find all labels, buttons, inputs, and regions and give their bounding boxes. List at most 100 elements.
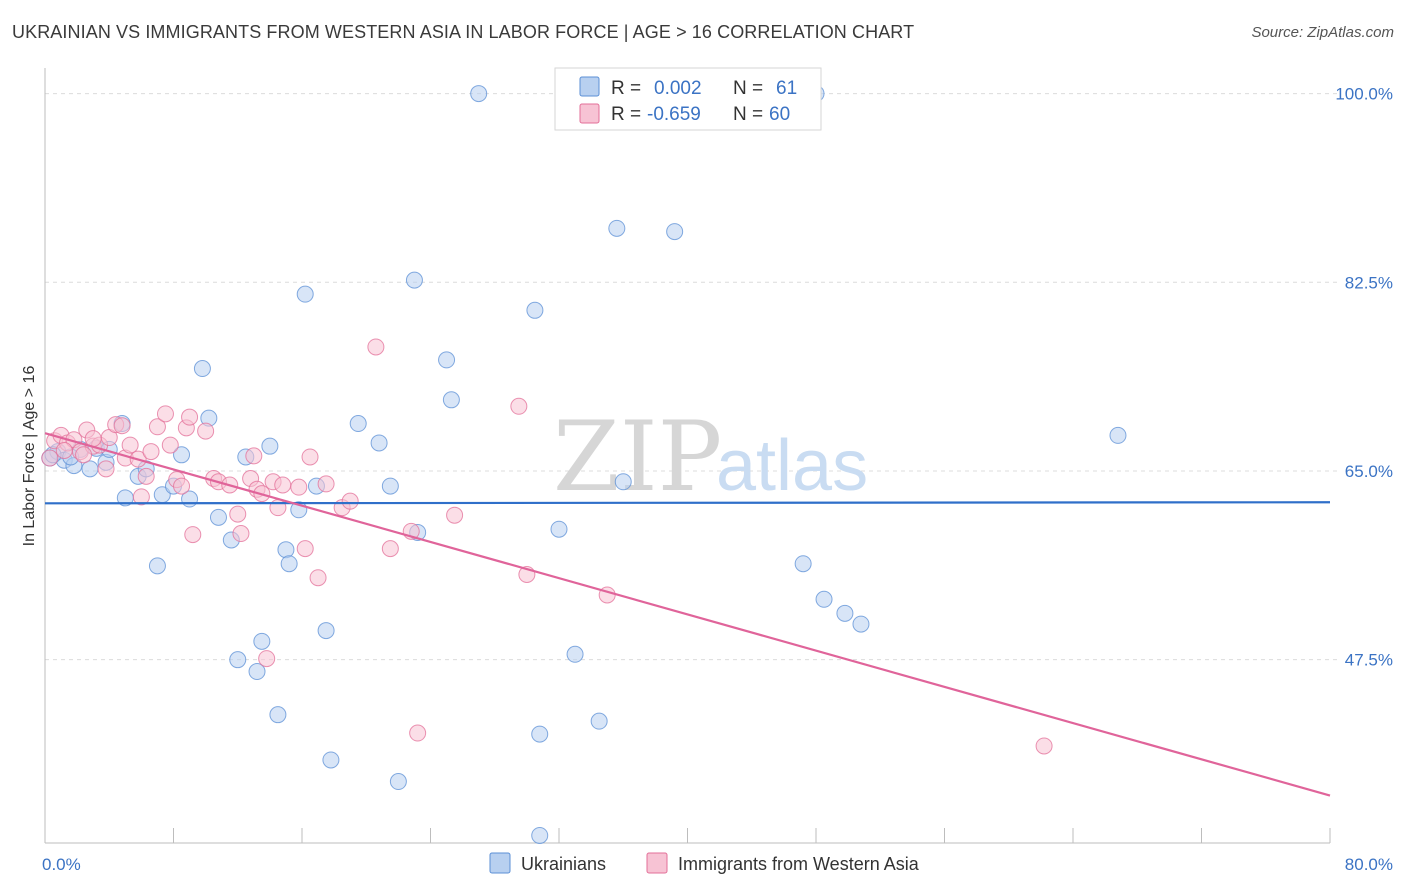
data-point-blue: [1109, 426, 1127, 444]
data-point-pink: [341, 492, 359, 510]
data-point-pink: [113, 417, 131, 435]
data-point-pink: [55, 441, 73, 459]
data-point-blue: [389, 773, 407, 791]
data-point-blue: [794, 555, 812, 573]
data-point-pink: [367, 338, 385, 356]
tick-labels: 100.0% 82.5% 65.0% 47.5% 0.0% 80.0%: [42, 85, 1393, 874]
data-point-pink: [510, 397, 528, 415]
data-point-blue: [349, 415, 367, 433]
legend-r-value-1: 0.002: [654, 78, 702, 99]
series-legend: Ukrainians Immigrants from Western Asia: [489, 852, 920, 874]
data-point-blue: [852, 615, 870, 633]
data-point-blue: [531, 826, 549, 844]
legend-n-label-2: N =: [733, 104, 763, 125]
y-tick-label: 47.5%: [1345, 651, 1393, 670]
data-point-blue: [566, 645, 584, 663]
trend-layer: [44, 432, 1331, 797]
data-point-blue: [590, 712, 608, 730]
data-point-blue: [531, 725, 549, 743]
legend-swatch-pink: [579, 103, 600, 124]
bottom-legend-swatch-blue: [489, 852, 511, 874]
watermark: ZIP atlas: [553, 401, 868, 513]
data-point-blue: [269, 706, 287, 724]
y-axis-title: In Labor Force | Age > 16: [21, 366, 38, 547]
data-point-pink: [181, 408, 199, 426]
data-point-pink: [132, 488, 150, 506]
data-point-blue: [550, 520, 568, 538]
data-point-blue: [836, 604, 854, 622]
series-pink-points: [41, 338, 1053, 755]
data-point-blue: [296, 285, 314, 303]
data-point-blue: [370, 434, 388, 452]
data-point-pink: [197, 422, 215, 440]
watermark-atlas: atlas: [716, 426, 868, 506]
y-tick-label: 65.0%: [1345, 462, 1393, 481]
bottom-legend-label-1: Ukrainians: [521, 854, 606, 874]
data-point-pink: [446, 506, 464, 524]
data-point-blue: [442, 391, 460, 409]
data-point-blue: [815, 590, 833, 608]
data-point-blue: [614, 473, 632, 491]
data-point-pink: [296, 540, 314, 558]
data-point-pink: [290, 478, 308, 496]
data-point-pink: [381, 540, 399, 558]
data-point-pink: [309, 569, 327, 587]
data-point-pink: [258, 650, 276, 668]
data-point-pink: [1035, 737, 1053, 755]
grid-layer: [45, 93, 1338, 661]
legend-swatch-blue: [579, 76, 600, 97]
data-point-blue: [248, 663, 266, 681]
data-point-blue: [229, 651, 247, 669]
data-point-blue: [277, 541, 295, 559]
data-point-blue: [261, 437, 279, 455]
legend-r-label-2: R =: [611, 104, 641, 125]
legend-n-value-1: 61: [776, 78, 797, 99]
data-point-blue: [173, 446, 191, 464]
data-point-pink: [75, 446, 93, 464]
data-point-pink: [41, 449, 59, 467]
data-point-pink: [301, 448, 319, 466]
legend-n-value-2: 60: [769, 104, 790, 125]
data-point-pink: [184, 526, 202, 544]
data-point-blue: [209, 508, 227, 526]
chart-source: Source: ZipAtlas.com: [1251, 24, 1394, 41]
trend-line-pink: [44, 432, 1331, 797]
data-point-blue: [405, 271, 423, 289]
legend-n-label-1: N =: [733, 78, 763, 99]
legend-r-value-2: -0.659: [647, 104, 701, 125]
data-point-pink: [161, 436, 179, 454]
data-point-pink: [148, 418, 166, 436]
data-point-pink: [156, 405, 174, 423]
data-point-blue: [322, 751, 340, 769]
data-point-blue: [438, 351, 456, 369]
y-tick-label: 82.5%: [1345, 273, 1393, 292]
data-point-blue: [381, 477, 399, 495]
legend-r-label-1: R =: [611, 78, 641, 99]
data-point-blue: [148, 557, 166, 575]
data-point-blue: [608, 219, 626, 237]
y-tick-label: 100.0%: [1335, 85, 1393, 104]
data-point-blue: [470, 85, 488, 103]
watermark-zip: ZIP: [553, 401, 722, 513]
data-point-pink: [229, 505, 247, 523]
data-point-pink: [173, 477, 191, 495]
data-point-blue: [317, 622, 335, 640]
data-point-pink: [317, 475, 335, 493]
data-point-blue: [666, 223, 684, 241]
data-point-blue: [193, 360, 211, 378]
data-point-pink: [97, 460, 115, 478]
data-point-pink: [142, 443, 160, 461]
correlation-legend: R = 0.002 N = 61 R = -0.659 N = 60: [554, 67, 822, 131]
x-tick-label: 80.0%: [1345, 855, 1393, 874]
data-point-pink: [245, 447, 263, 465]
bottom-legend-swatch-pink: [646, 852, 668, 874]
trend-line-blue: [44, 501, 1331, 505]
chart-title: UKRAINIAN VS IMMIGRANTS FROM WESTERN ASI…: [12, 22, 915, 42]
data-point-pink: [232, 525, 250, 543]
data-point-pink: [409, 724, 427, 742]
x-tick-label: 0.0%: [42, 855, 81, 874]
data-point-pink: [137, 467, 155, 485]
data-point-blue: [526, 301, 544, 319]
data-point-pink: [274, 476, 292, 494]
